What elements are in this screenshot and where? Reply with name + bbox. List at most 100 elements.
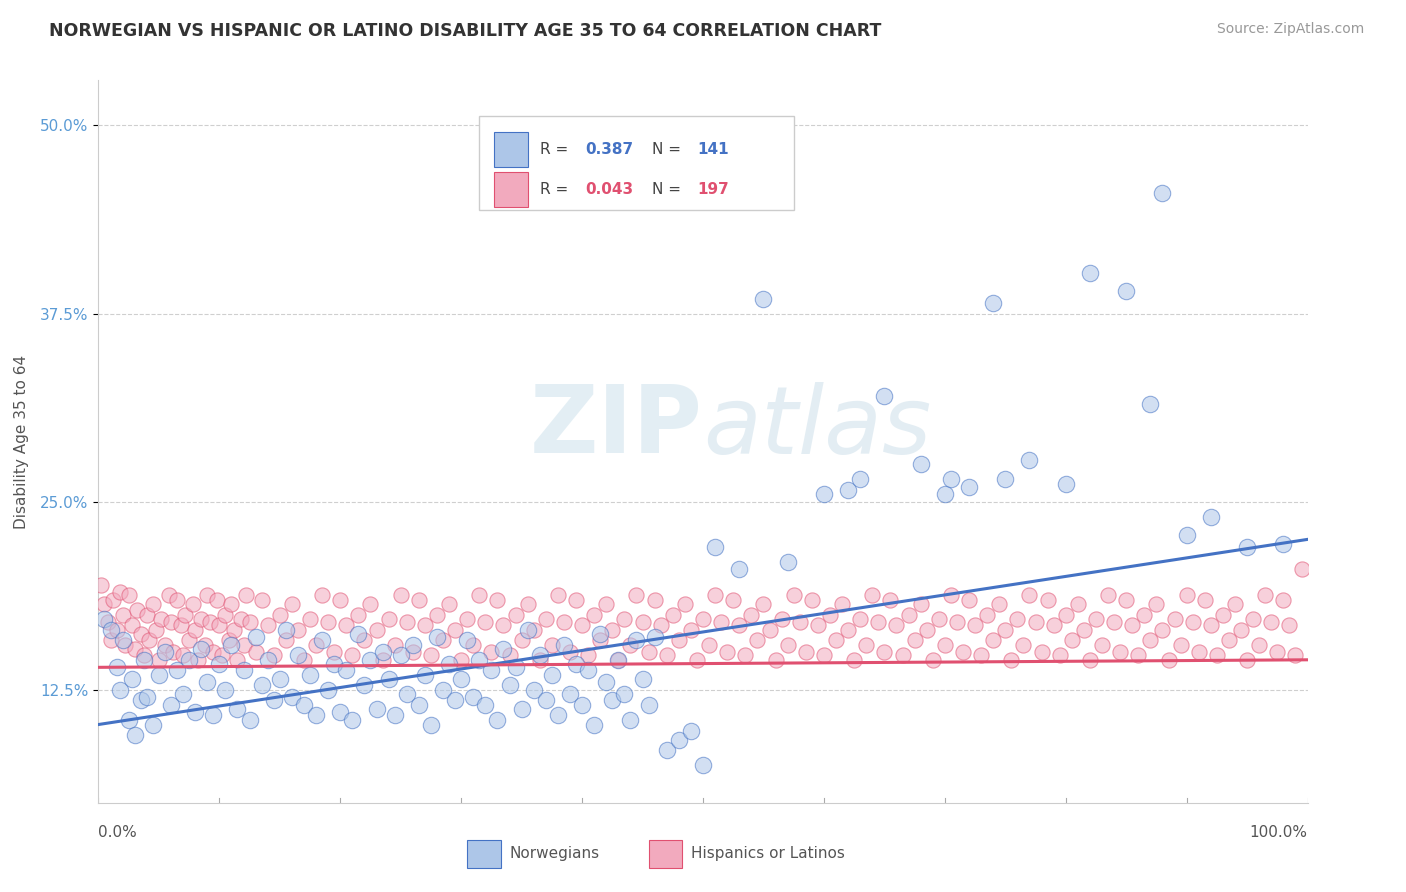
Point	[813, 648, 835, 663]
Point	[1042, 618, 1064, 632]
Point	[1060, 633, 1083, 648]
Point	[329, 706, 352, 720]
Point	[589, 633, 612, 648]
Point	[934, 638, 956, 652]
Point	[402, 645, 425, 659]
Point	[221, 597, 243, 611]
Point	[1097, 588, 1119, 602]
Point	[256, 618, 278, 632]
Point	[868, 615, 890, 630]
Point	[101, 592, 124, 607]
Point	[194, 638, 217, 652]
Point	[704, 540, 727, 554]
Point	[891, 648, 914, 663]
Point	[837, 623, 859, 637]
Point	[100, 623, 122, 637]
Point	[844, 653, 866, 667]
Point	[474, 698, 496, 712]
Point	[1199, 509, 1222, 524]
Point	[994, 472, 1017, 486]
Point	[1054, 476, 1077, 491]
Point	[1249, 638, 1271, 652]
Point	[1054, 607, 1077, 622]
Point	[486, 713, 509, 727]
Text: 197: 197	[697, 182, 728, 197]
Point	[463, 638, 485, 652]
Point	[1218, 633, 1240, 648]
Point	[184, 623, 207, 637]
Point	[287, 623, 309, 637]
Point	[450, 673, 472, 687]
Point	[849, 612, 872, 626]
Point	[637, 645, 659, 659]
Point	[323, 657, 346, 672]
Text: 0.387: 0.387	[586, 142, 634, 157]
Point	[148, 668, 170, 682]
Point	[214, 682, 236, 697]
Point	[498, 678, 520, 692]
Text: ZIP: ZIP	[530, 381, 703, 473]
Point	[679, 623, 702, 637]
Point	[281, 690, 304, 705]
Point	[360, 597, 382, 611]
Point	[553, 638, 575, 652]
Point	[135, 690, 157, 705]
Text: 0.043: 0.043	[586, 182, 634, 197]
Point	[1278, 618, 1301, 632]
Point	[776, 555, 799, 569]
Point	[1012, 638, 1035, 652]
Point	[505, 607, 527, 622]
Point	[637, 698, 659, 712]
Point	[1073, 623, 1095, 637]
Point	[124, 728, 146, 742]
Point	[952, 645, 974, 659]
Point	[360, 653, 382, 667]
Point	[108, 585, 131, 599]
Point	[1152, 186, 1174, 201]
Point	[269, 673, 291, 687]
Point	[650, 618, 672, 632]
Point	[523, 682, 546, 697]
Point	[420, 717, 443, 731]
Point	[218, 633, 240, 648]
Point	[263, 648, 285, 663]
Point	[613, 687, 636, 701]
Point	[1139, 397, 1161, 411]
Point	[492, 642, 515, 657]
Point	[595, 597, 617, 611]
Point	[607, 653, 630, 667]
Point	[879, 592, 901, 607]
Point	[534, 693, 557, 707]
Point	[121, 673, 143, 687]
Text: R =: R =	[540, 142, 572, 157]
Point	[1067, 597, 1090, 611]
Point	[855, 638, 877, 652]
Point	[111, 607, 134, 622]
Point	[583, 717, 606, 731]
Point	[849, 472, 872, 486]
Point	[1175, 588, 1198, 602]
Point	[481, 664, 503, 678]
Point	[250, 678, 273, 692]
Point	[994, 623, 1017, 637]
Point	[347, 607, 370, 622]
Point	[190, 612, 212, 626]
Point	[655, 648, 678, 663]
Point	[576, 664, 599, 678]
Point	[323, 645, 346, 659]
Point	[174, 607, 197, 622]
Text: Norwegians: Norwegians	[509, 846, 600, 861]
Text: N =: N =	[652, 142, 686, 157]
Point	[299, 668, 322, 682]
Point	[1078, 653, 1101, 667]
Point	[142, 597, 165, 611]
Point	[644, 592, 666, 607]
Point	[602, 693, 624, 707]
Point	[226, 653, 249, 667]
Point	[910, 597, 932, 611]
Point	[523, 623, 546, 637]
Point	[516, 597, 538, 611]
Point	[114, 638, 136, 652]
Point	[716, 645, 738, 659]
Point	[1188, 645, 1211, 659]
